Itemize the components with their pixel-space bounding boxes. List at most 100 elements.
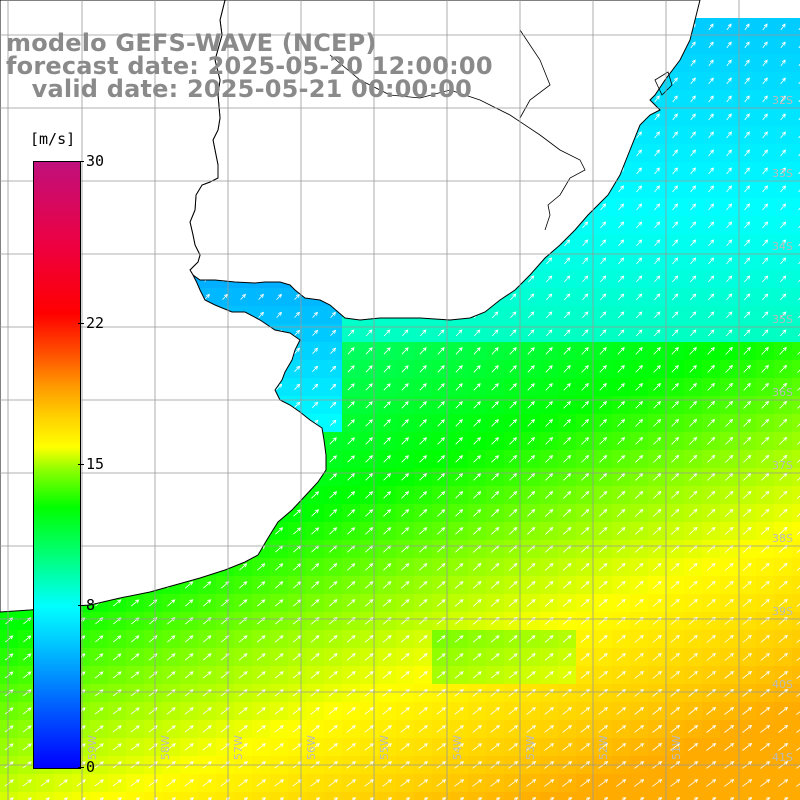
wind-arrow [274, 707, 284, 715]
wind-arrow [689, 454, 698, 463]
wind-arrow [418, 599, 428, 607]
wind-arrow [724, 508, 734, 517]
wind-arrow [689, 382, 697, 391]
wind-arrow [778, 742, 789, 751]
wind-arrow [616, 563, 626, 571]
wind-arrow [796, 639, 800, 643]
wind-cell [792, 486, 800, 505]
wind-cell [792, 342, 800, 361]
wind-arrow [672, 149, 678, 157]
wind-arrow [184, 707, 194, 715]
wind-arrow [760, 634, 770, 643]
wind-arrow [454, 743, 465, 751]
longitude-label: 58W [159, 735, 172, 760]
wind-arrow [671, 436, 680, 445]
wind-arrow [599, 346, 607, 355]
wind-arrow [509, 509, 518, 517]
wind-arrow [256, 779, 267, 787]
wind-arrow [454, 671, 464, 679]
wind-arrow [294, 383, 301, 390]
wind-arrow [778, 706, 789, 715]
wind-arrow [256, 725, 266, 733]
wind-arrow [581, 329, 589, 337]
wind-arrow [508, 581, 518, 589]
wind-arrow [798, 115, 800, 121]
wind-arrow [364, 671, 374, 679]
wind-arrow [618, 203, 625, 211]
wind-arrow [130, 635, 140, 643]
wind-arrow [582, 257, 589, 265]
wind-arrow [294, 329, 301, 336]
wind-arrow [654, 95, 660, 103]
wind-arrow [797, 351, 800, 355]
wind-arrow [581, 473, 590, 481]
wind-arrow [743, 364, 751, 373]
wind-arrow [708, 59, 714, 67]
wind-cell [414, 792, 433, 800]
wind-arrow [508, 779, 519, 787]
wind-arrow [797, 441, 800, 445]
wind-arrow [294, 401, 301, 408]
wind-arrow [545, 437, 554, 445]
wind-arrow [185, 581, 194, 589]
wind-arrow [616, 634, 626, 643]
wind-arrow [762, 167, 768, 175]
wind-arrow [527, 509, 536, 517]
wind-arrow [94, 743, 104, 751]
wind-arrow [491, 383, 499, 391]
wind-arrow [690, 113, 696, 121]
wind-arrow [672, 113, 678, 121]
wind-arrow [383, 401, 391, 409]
wind-arrow [671, 490, 680, 499]
wind-arrow [455, 401, 463, 409]
wind-cell [252, 792, 271, 800]
wind-arrow [762, 221, 769, 229]
wind-arrow [707, 347, 715, 355]
wind-cell [648, 792, 667, 800]
wind-arrow [256, 635, 266, 643]
wind-arrow [546, 275, 553, 283]
wind-arrow [347, 419, 355, 427]
wind-arrow [654, 275, 661, 283]
wind-arrow [618, 293, 625, 301]
wind-arrow [294, 347, 301, 354]
wind-arrow [545, 455, 554, 463]
wind-arrow [599, 419, 607, 427]
wind-arrow [780, 41, 786, 49]
wind-arrow [365, 401, 373, 409]
wind-arrow [653, 311, 661, 319]
wind-cell [792, 180, 800, 199]
wind-arrow [545, 311, 553, 319]
wind-arrow [778, 580, 788, 589]
wind-arrow [580, 527, 590, 535]
wind-arrow [778, 526, 788, 535]
wind-arrow [724, 526, 734, 535]
latitude-label: 41S [772, 751, 793, 764]
wind-arrow [634, 580, 644, 589]
wind-arrow [599, 437, 608, 445]
wind-arrow [797, 405, 800, 409]
wind-arrow [400, 707, 410, 715]
wind-arrow [725, 436, 734, 445]
wind-arrow [616, 707, 627, 715]
wind-arrow [238, 707, 248, 715]
wind-arrow [563, 509, 572, 517]
wind-arrow [365, 509, 374, 517]
wind-arrow [762, 77, 768, 85]
land-mask [0, 0, 701, 613]
title-forecast-date: forecast date: 2025-05-20 12:00:00 [6, 52, 493, 80]
wind-arrow [562, 779, 573, 787]
wind-arrow [797, 315, 800, 319]
wind-arrow [256, 743, 266, 751]
wind-arrow [437, 401, 445, 409]
wind-arrow [688, 652, 698, 661]
wind-arrow [347, 563, 356, 571]
wind-arrow [94, 635, 104, 643]
wind-arrow [672, 95, 678, 103]
wind-arrow [383, 383, 391, 391]
wind-arrow [706, 598, 716, 607]
wind-cell [396, 792, 415, 800]
wind-arrow [311, 563, 320, 571]
wind-arrow [528, 293, 535, 301]
